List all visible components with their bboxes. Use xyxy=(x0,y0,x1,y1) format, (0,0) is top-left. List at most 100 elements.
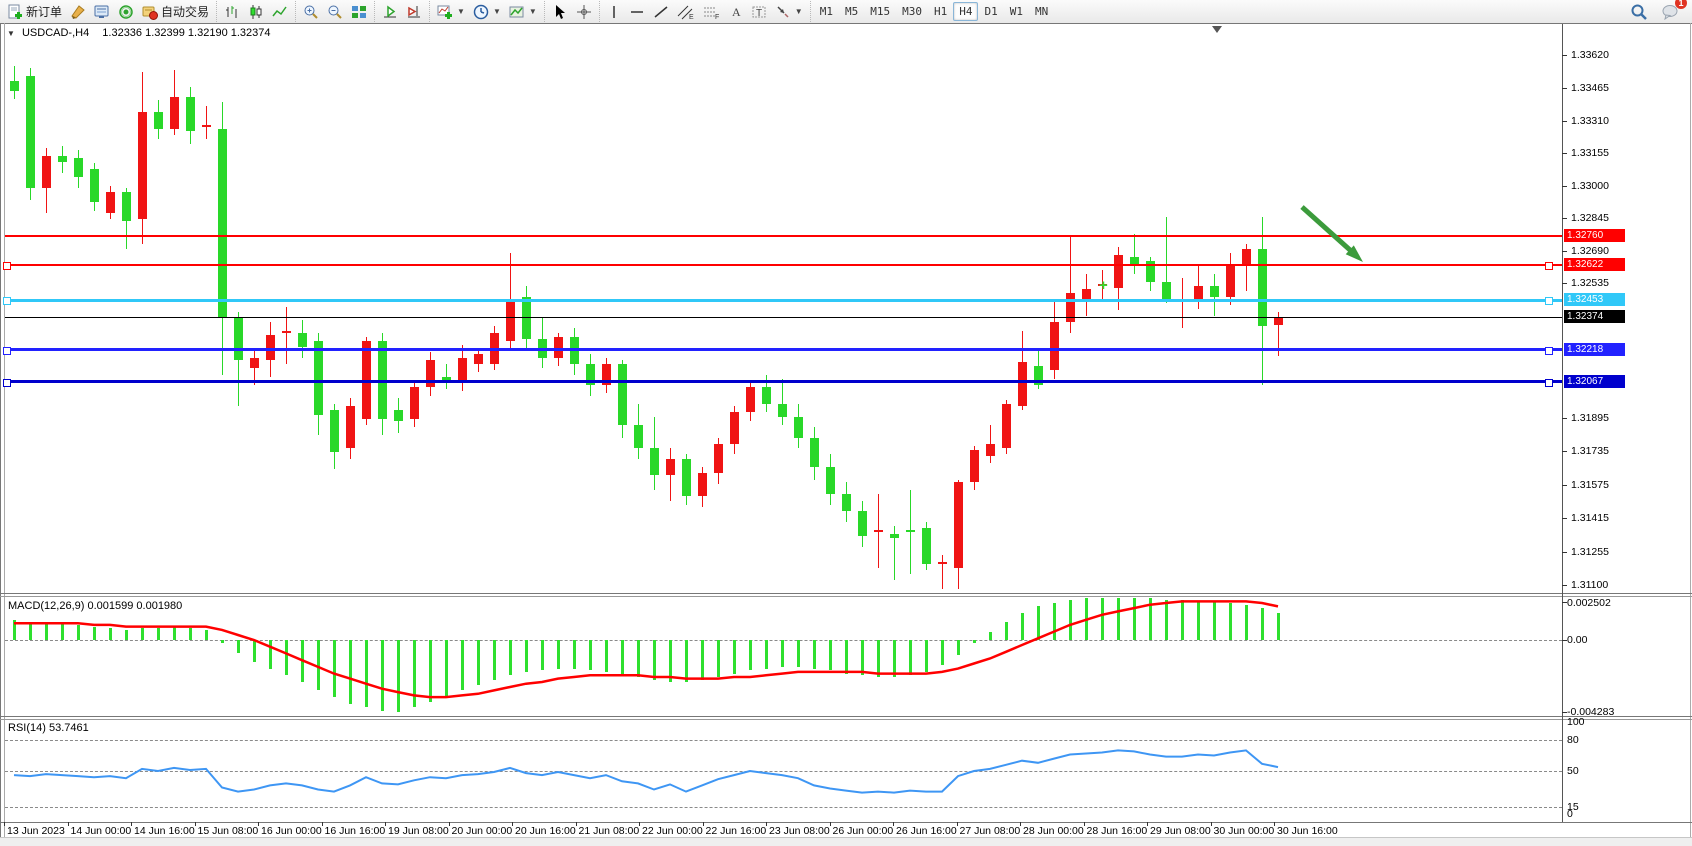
macd-histogram-bar xyxy=(589,640,592,671)
chart-shift-marker-icon[interactable] xyxy=(1212,26,1222,33)
timeframe-m15[interactable]: M15 xyxy=(870,5,891,18)
candle-body xyxy=(602,364,611,386)
hline-resistance-1[interactable] xyxy=(5,235,1562,237)
rsi-axis-label: 15 xyxy=(1567,801,1579,814)
macd-histogram-bar xyxy=(845,640,848,674)
price-tick xyxy=(1562,283,1567,285)
timeframe-w1[interactable]: W1 xyxy=(1009,5,1023,18)
price-axis-label: 1.31255 xyxy=(1571,546,1609,559)
candle-body xyxy=(106,191,115,213)
candle-wick xyxy=(1166,217,1167,304)
rsi-separator-top[interactable] xyxy=(0,716,1692,717)
timeframe-m5[interactable]: M5 xyxy=(844,5,859,18)
autotrading-button[interactable]: 自动交易 xyxy=(138,1,213,22)
macd-separator-top[interactable] xyxy=(0,593,1692,594)
candle-body xyxy=(874,530,883,533)
macd-histogram-bar xyxy=(445,640,448,698)
timeframe-m30[interactable]: M30 xyxy=(902,5,922,18)
cursor-button[interactable] xyxy=(548,1,572,22)
bar-chart-button[interactable] xyxy=(220,1,244,22)
price-tick xyxy=(1562,55,1567,57)
market-watch-button[interactable] xyxy=(90,1,114,22)
new-order-button[interactable]: 新订单 xyxy=(3,1,66,22)
plus-marker-icon[interactable]: + xyxy=(1099,277,1108,294)
hline-resistance-2[interactable] xyxy=(5,263,1562,266)
periods-button[interactable]: ▼ xyxy=(469,1,505,22)
candle-body xyxy=(1098,284,1107,287)
styler-button[interactable] xyxy=(66,1,90,22)
trendline-button[interactable] xyxy=(649,1,673,22)
candle-wick xyxy=(1102,269,1103,299)
time-axis-label: 26 Jun 00:00 xyxy=(832,825,894,837)
hline-handle-right[interactable] xyxy=(1545,378,1553,387)
candlestick-chart-button[interactable] xyxy=(244,1,268,22)
vertical-line-button[interactable] xyxy=(603,1,625,22)
candle-body xyxy=(1050,322,1059,371)
zoom-in-button[interactable] xyxy=(299,1,323,22)
macd-histogram-bar xyxy=(669,640,672,682)
svg-text:F: F xyxy=(715,14,719,20)
hline-handle-right[interactable] xyxy=(1545,261,1553,270)
macd-histogram-bar xyxy=(797,640,800,667)
chart-shift-button[interactable] xyxy=(402,1,426,22)
templates-button[interactable]: ▼ xyxy=(505,1,541,22)
timeframe-m1[interactable]: M1 xyxy=(819,5,833,18)
fibonacci-button[interactable]: F xyxy=(699,1,725,22)
auto-scroll-button[interactable] xyxy=(378,1,402,22)
candle-wick xyxy=(1070,236,1071,333)
hline-support-blue-1[interactable] xyxy=(5,348,1562,352)
arrows-caret: ▼ xyxy=(794,7,803,16)
navigator-button[interactable] xyxy=(114,1,138,22)
candle-wick xyxy=(782,378,783,425)
rsi-axis-label: 50 xyxy=(1567,765,1579,777)
macd-histogram-bar xyxy=(157,628,160,640)
candle-body xyxy=(826,467,835,495)
chat-button[interactable]: 1 xyxy=(1658,0,1687,22)
hline-handle-right[interactable] xyxy=(1545,297,1553,306)
horizontal-line-button[interactable] xyxy=(625,1,649,22)
macd-histogram-bar xyxy=(1101,598,1104,640)
equidistant-channel-button[interactable]: E xyxy=(673,1,699,22)
indicators-button[interactable]: ▼ xyxy=(433,1,469,22)
hline-handle-left[interactable] xyxy=(3,346,11,355)
macd-histogram-bar xyxy=(45,623,48,640)
tile-windows-button[interactable] xyxy=(347,1,371,22)
price-axis-label: 1.33465 xyxy=(1571,81,1609,94)
candle-body xyxy=(234,317,243,360)
macd-histogram-bar xyxy=(1085,598,1088,640)
candle-body xyxy=(138,112,147,220)
macd-histogram-bar xyxy=(1149,598,1152,640)
price-badge: 1.32622 xyxy=(1564,257,1625,271)
timeframe-h4[interactable]: H4 xyxy=(953,2,979,21)
candle-body xyxy=(1130,257,1139,266)
line-chart-button[interactable] xyxy=(268,1,292,22)
chart-menu-caret-icon[interactable]: ▼ xyxy=(7,29,15,38)
candle-body xyxy=(474,353,483,365)
macd-histogram-bar xyxy=(1021,613,1024,640)
timeframe-h1[interactable]: H1 xyxy=(933,5,948,18)
text-button[interactable]: A xyxy=(725,1,747,22)
hline-handle-left[interactable] xyxy=(3,297,11,306)
timeframe-d1[interactable]: D1 xyxy=(984,5,998,18)
hline-handle-right[interactable] xyxy=(1545,346,1553,355)
candle-body xyxy=(922,527,931,564)
time-tick xyxy=(385,822,386,826)
hline-handle-left[interactable] xyxy=(3,378,11,387)
time-axis-label: 28 Jun 16:00 xyxy=(1086,825,1148,837)
crosshair-button[interactable] xyxy=(572,1,596,22)
chart-plot-area[interactable] xyxy=(0,24,1562,822)
hline-support-blue-2[interactable] xyxy=(5,380,1562,384)
time-axis-label: 21 Jun 08:00 xyxy=(578,825,640,837)
macd-axis-tick xyxy=(1562,602,1567,603)
search-button[interactable] xyxy=(1626,1,1652,22)
hline-handle-left[interactable] xyxy=(3,261,11,270)
candle-body xyxy=(842,494,851,512)
macd-histogram-bar xyxy=(349,640,352,704)
zoom-out-button[interactable] xyxy=(323,1,347,22)
time-axis-label: 22 Jun 00:00 xyxy=(642,825,703,837)
arrows-button[interactable]: ▼ xyxy=(771,1,807,22)
hline-support-cyan[interactable] xyxy=(5,298,1562,302)
timeframe-mn[interactable]: MN xyxy=(1034,5,1049,18)
text-label-button[interactable]: T xyxy=(747,1,771,22)
macd-histogram-bar xyxy=(13,619,16,640)
